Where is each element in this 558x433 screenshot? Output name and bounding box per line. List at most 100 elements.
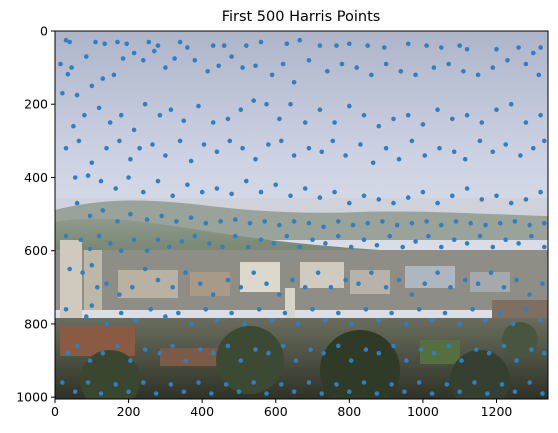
harris-point [229,191,234,197]
harris-point [348,358,354,363]
harris-point [120,56,126,61]
harris-point [87,358,93,363]
harris-point [258,189,264,195]
harris-point [370,160,376,166]
harris-point [308,347,314,352]
harris-point [277,116,282,122]
harris-point [192,58,198,63]
harris-point [490,65,496,70]
harris-point [516,241,521,246]
harris-point [297,37,303,43]
harris-point [72,389,78,395]
harris-point [262,219,268,224]
harris-point [163,153,168,158]
harris-point [347,200,352,206]
harris-point [225,343,231,349]
harris-point [148,307,153,312]
harris-point [387,233,393,239]
harris-point [405,195,411,200]
harris-point [157,112,163,118]
harris-point [488,270,494,276]
harris-point [203,220,209,226]
harris-point [130,285,135,290]
harris-point [181,389,187,395]
harris-point [437,145,442,151]
harris-point [369,270,374,276]
harris-point [295,321,301,327]
harris-point [474,347,479,352]
harris-point [310,237,315,242]
harris-point [131,50,137,56]
harris-point [494,193,499,199]
harris-point [426,233,431,239]
harris-point [78,237,84,242]
harris-point [185,45,190,50]
harris-point [457,321,463,327]
harris-point [475,72,481,78]
harris-point [542,138,547,144]
harris-point [131,237,137,242]
harris-point [221,43,227,48]
harris-point [347,103,352,109]
harris-point [242,321,247,327]
harris-point [152,48,157,54]
harris-point [229,54,234,59]
harris-point [376,123,382,129]
harris-point [523,61,529,67]
harris-point [96,105,102,111]
harris-point [365,43,371,48]
harris-point [347,389,352,395]
harris-point [409,138,415,144]
harris-point [96,233,102,239]
harris-point [244,43,249,48]
harris-point [431,350,437,356]
harris-point [348,244,354,250]
harris-point [429,391,435,396]
harris-point [503,142,509,147]
harris-point [240,65,245,70]
harris-point [60,90,65,96]
harris-point [512,389,518,395]
harris-point [87,213,93,219]
harris-point [302,186,308,191]
harris-point [409,220,415,226]
harris-point [486,350,492,356]
harris-point [233,217,238,222]
harris-point [523,120,529,125]
harris-point [214,186,220,191]
harris-point [170,285,175,290]
harris-point [450,193,455,199]
harris-point [402,389,407,395]
harris-point [176,310,181,316]
harris-point [505,58,510,63]
x-tick-label: 800 [337,404,361,419]
harris-point [457,389,463,395]
harris-point [413,72,418,78]
harris-point [163,314,168,319]
harris-point [462,277,468,283]
harris-point [216,63,221,69]
harris-point [279,138,284,144]
harris-point [144,217,150,222]
harris-point [118,248,124,253]
harris-point [508,200,514,206]
harris-point [306,380,312,385]
harris-point [142,266,148,272]
harris-point [332,120,337,125]
harris-point [321,350,326,356]
harris-point [514,277,519,283]
harris-point [89,83,95,89]
harris-point [317,43,323,48]
harris-point [126,175,131,180]
harris-point [531,145,536,151]
photo-background [55,31,548,399]
harris-point [529,233,534,239]
harris-point [181,118,187,123]
harris-point [93,39,98,45]
harris-point [150,142,155,147]
harris-point [499,382,505,387]
harris-point [336,233,341,239]
harris-point [141,380,146,385]
harris-point [508,101,514,107]
harris-point [490,149,496,155]
